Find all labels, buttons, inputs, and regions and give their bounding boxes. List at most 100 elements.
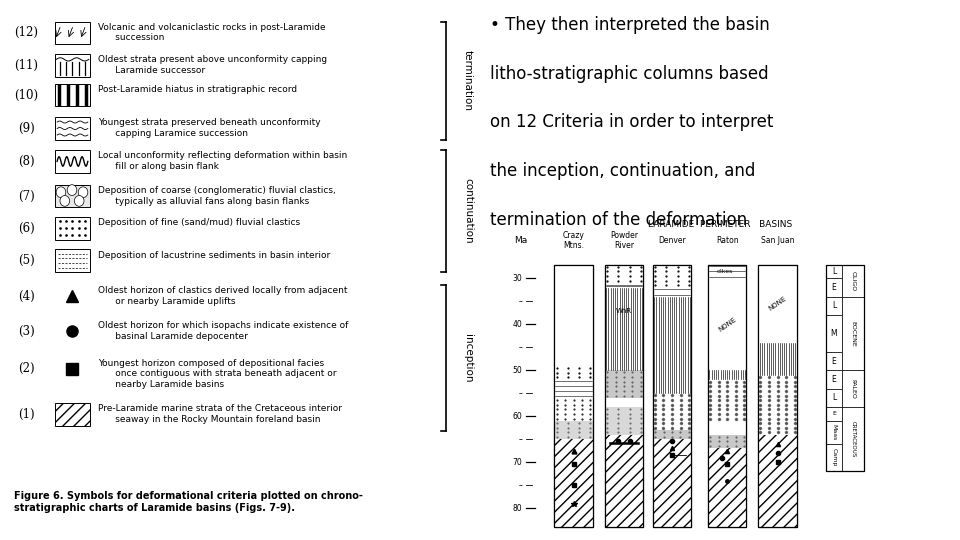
Text: –: – [518, 343, 522, 352]
Text: Volcanic and volcaniclastic rocks in post-Laramide
      succession: Volcanic and volcaniclastic rocks in pos… [98, 23, 326, 43]
Bar [605, 265, 643, 283]
Text: termination: termination [463, 50, 473, 111]
Text: (12): (12) [14, 26, 38, 39]
Text: E: E [831, 356, 836, 366]
Text: litho-stratigraphic columns based: litho-stratigraphic columns based [490, 65, 768, 83]
Text: Post-Laramide hiatus in stratigraphic record: Post-Laramide hiatus in stratigraphic re… [98, 85, 298, 94]
Text: Deposition of lacustrine sediments in basin interior: Deposition of lacustrine sediments in ba… [98, 251, 330, 260]
Text: Deposition of coarse (conglomeratic) fluvial clastics,
      typically as alluvi: Deposition of coarse (conglomeratic) flu… [98, 186, 336, 206]
Text: (1): (1) [18, 408, 35, 421]
Text: 40: 40 [513, 320, 522, 329]
Text: PALEO: PALEO [851, 379, 855, 399]
Text: Local unconformity reflecting deformation within basin
      fill or along basin: Local unconformity reflecting deformatio… [98, 151, 348, 171]
Bar [708, 265, 747, 526]
Text: Ma: Ma [515, 236, 527, 245]
Bar [843, 370, 864, 407]
Bar [56, 249, 89, 272]
Bar [758, 435, 797, 526]
Circle shape [79, 187, 88, 198]
Bar [826, 444, 843, 471]
Bar [708, 448, 747, 526]
Bar [826, 265, 843, 279]
Bar [605, 288, 643, 370]
Text: (5): (5) [18, 254, 35, 267]
Bar [555, 265, 592, 526]
Bar [708, 265, 747, 526]
Text: Pre-Laramide marine strata of the Cretaceous interior
      seaway in the Rocky : Pre-Laramide marine strata of the Cretac… [98, 404, 343, 424]
Text: (2): (2) [18, 362, 35, 375]
Text: 30: 30 [513, 274, 522, 283]
Bar [758, 265, 797, 343]
Text: 50: 50 [513, 366, 522, 375]
Bar [555, 380, 592, 398]
Text: E: E [831, 283, 836, 292]
Text: EOCENE: EOCENE [851, 321, 855, 346]
Circle shape [56, 187, 65, 198]
Bar [708, 370, 747, 380]
Bar [653, 439, 691, 526]
Bar [605, 283, 643, 288]
Bar [843, 297, 864, 370]
Text: inception: inception [463, 334, 473, 382]
Bar [708, 380, 747, 421]
Bar [605, 407, 643, 435]
Text: Youngest strata preserved beneath unconformity
      capping Laramice succession: Youngest strata preserved beneath unconf… [98, 118, 321, 138]
Text: (10): (10) [14, 89, 38, 102]
Bar [56, 185, 89, 207]
Bar [605, 265, 643, 526]
Bar [708, 421, 747, 435]
Bar [555, 398, 592, 421]
Bar [653, 297, 691, 393]
Text: WhR: WhR [616, 308, 632, 314]
Circle shape [75, 195, 84, 206]
Text: Oldest strata present above unconformity capping
      Laramide successor: Oldest strata present above unconformity… [98, 55, 327, 75]
Bar [56, 217, 89, 240]
Text: –: – [518, 389, 522, 398]
Text: on 12 Criteria in order to interpret: on 12 Criteria in order to interpret [490, 113, 773, 131]
Bar [605, 265, 643, 526]
Bar [555, 265, 592, 526]
Text: Deposition of fine (sand/mud) fluvial clastics: Deposition of fine (sand/mud) fluvial cl… [98, 218, 300, 227]
Bar [843, 265, 864, 297]
Text: Oldest horizon of clastics derived locally from adjacent
      or nearby Laramid: Oldest horizon of clastics derived local… [98, 286, 348, 306]
Bar [758, 343, 797, 375]
Text: LARAMIDE  PERIMETER   BASINS: LARAMIDE PERIMETER BASINS [648, 220, 792, 228]
Bar [56, 150, 89, 173]
Text: L: L [832, 393, 836, 402]
Bar [653, 265, 691, 526]
Text: Camp: Camp [831, 448, 836, 467]
Text: (9): (9) [18, 122, 35, 135]
Bar [826, 279, 843, 297]
Text: Crazy
Mtns.: Crazy Mtns. [563, 231, 585, 249]
Text: 80: 80 [513, 504, 522, 512]
Bar [555, 439, 592, 526]
Text: (8): (8) [18, 155, 35, 168]
Bar [56, 84, 89, 106]
Text: M: M [830, 329, 837, 338]
Text: Oldest horizon for which isopachs indicate existence of
      basinal Laramide d: Oldest horizon for which isopachs indica… [98, 321, 348, 341]
Circle shape [67, 185, 77, 195]
Bar [653, 288, 691, 297]
Bar [708, 279, 747, 370]
Text: Denver: Denver [659, 236, 685, 245]
Text: Maas: Maas [831, 424, 836, 441]
Bar [826, 297, 843, 315]
Text: –: – [518, 435, 522, 444]
Text: NONE: NONE [768, 295, 787, 312]
Bar [758, 265, 797, 526]
Text: NONE: NONE [717, 316, 737, 333]
Bar [826, 265, 864, 471]
Bar [555, 366, 592, 380]
Bar [56, 117, 89, 140]
Circle shape [60, 195, 70, 206]
Bar [56, 22, 89, 44]
Text: dikes: dikes [716, 269, 733, 274]
Bar [56, 403, 89, 426]
Text: 60: 60 [513, 411, 522, 421]
Text: Figure 6. Symbols for deformational criteria plotted on chrono-
stratigraphic ch: Figure 6. Symbols for deformational crit… [14, 491, 363, 513]
Text: E: E [832, 411, 836, 416]
Text: the inception, continuation, and: the inception, continuation, and [490, 162, 755, 180]
Text: (7): (7) [18, 190, 35, 202]
Bar [605, 370, 643, 398]
Bar [605, 435, 643, 526]
